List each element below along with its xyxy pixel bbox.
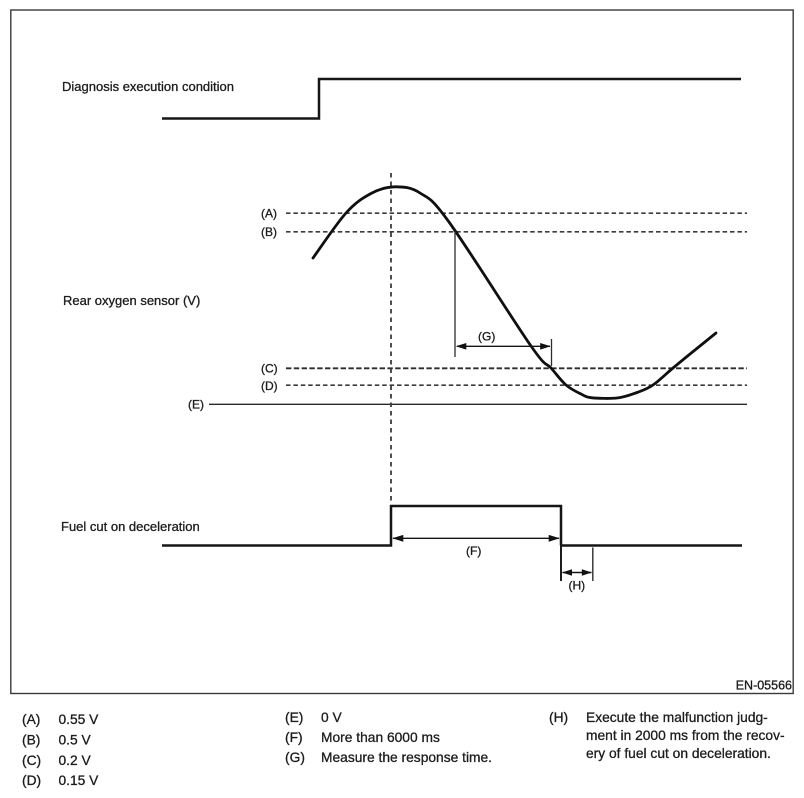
svg-text:(B): (B) — [22, 733, 40, 748]
svg-text:0.2 V: 0.2 V — [59, 753, 92, 768]
svg-text:0.15 V: 0.15 V — [59, 773, 100, 788]
svg-text:0.5 V: 0.5 V — [59, 733, 92, 748]
svg-text:Diagnosis execution condition: Diagnosis execution condition — [62, 79, 234, 94]
svg-text:0.55 V: 0.55 V — [59, 712, 100, 727]
svg-text:(G): (G) — [478, 330, 495, 344]
svg-text:EN-05566: EN-05566 — [736, 679, 792, 693]
svg-text:ery of fuel cut on deceleratio: ery of fuel cut on deceleration. — [586, 746, 771, 761]
svg-text:Measure the response time.: Measure the response time. — [321, 750, 492, 765]
svg-text:(F): (F) — [285, 730, 303, 745]
svg-text:Rear oxygen sensor (V): Rear oxygen sensor (V) — [63, 293, 200, 308]
svg-text:(C): (C) — [22, 753, 41, 768]
svg-text:(B): (B) — [261, 225, 277, 239]
svg-text:(D): (D) — [261, 379, 278, 393]
svg-text:(F): (F) — [466, 544, 481, 558]
svg-text:(A): (A) — [261, 207, 277, 221]
svg-text:(H): (H) — [569, 579, 586, 593]
svg-text:Execute the malfunction judg-: Execute the malfunction judg- — [586, 710, 768, 725]
svg-text:(D): (D) — [22, 773, 41, 788]
svg-text:More than 6000 ms: More than 6000 ms — [321, 730, 440, 745]
svg-text:(A): (A) — [22, 712, 40, 727]
svg-text:(H): (H) — [549, 710, 568, 725]
svg-text:(E): (E) — [188, 398, 204, 412]
svg-text:(G): (G) — [285, 750, 305, 765]
svg-text:ment in 2000 ms from the recov: ment in 2000 ms from the recov- — [586, 728, 785, 743]
svg-text:(E): (E) — [285, 710, 303, 725]
svg-text:0 V: 0 V — [321, 710, 343, 725]
svg-text:Fuel cut on deceleration: Fuel cut on deceleration — [61, 519, 200, 534]
svg-text:(C): (C) — [261, 362, 278, 376]
